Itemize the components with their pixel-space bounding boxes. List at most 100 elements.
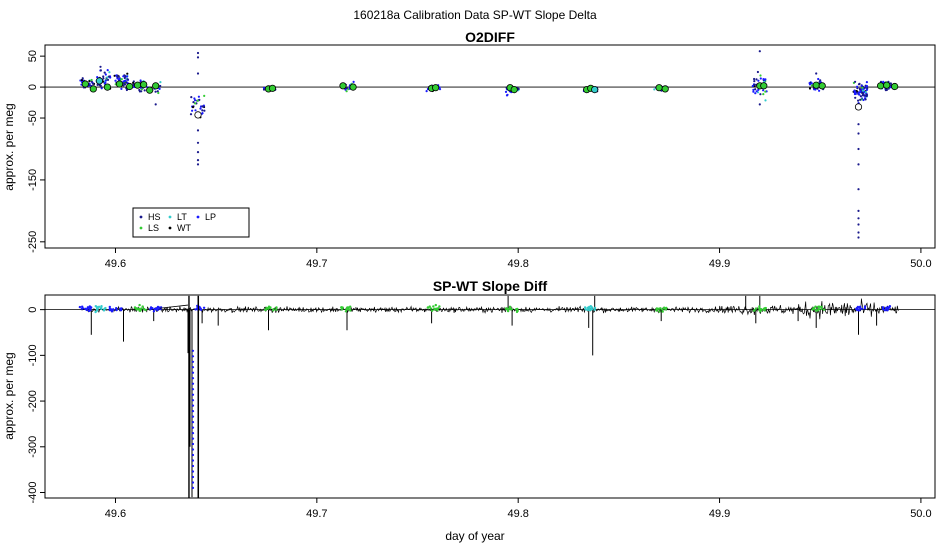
data-point bbox=[103, 71, 106, 74]
burst-point bbox=[104, 306, 107, 310]
burst-point bbox=[438, 305, 441, 308]
plot-frame-o2diff bbox=[44, 44, 936, 249]
data-point bbox=[194, 102, 197, 105]
burst-point bbox=[140, 307, 143, 310]
drop-point bbox=[191, 410, 195, 413]
outlier-point bbox=[758, 50, 761, 53]
data-point bbox=[100, 87, 103, 90]
data-point bbox=[857, 99, 860, 102]
outlier-point bbox=[196, 159, 200, 162]
burst-point bbox=[434, 303, 437, 307]
burst-point bbox=[108, 305, 112, 309]
burst-point bbox=[199, 307, 202, 311]
burst-point bbox=[100, 307, 103, 311]
data-point bbox=[123, 76, 126, 80]
data-point bbox=[764, 99, 767, 102]
burst-point bbox=[763, 307, 766, 310]
mean-marker bbox=[89, 85, 97, 93]
burst-point bbox=[883, 309, 887, 312]
burst-point bbox=[95, 307, 99, 311]
burst-point bbox=[97, 305, 101, 308]
burst-point bbox=[81, 305, 84, 308]
burst-point bbox=[586, 308, 589, 311]
data-point bbox=[754, 88, 757, 91]
burst-point bbox=[858, 309, 861, 312]
panel-title-o2diff: O2DIFF bbox=[465, 29, 515, 45]
burst-point bbox=[119, 308, 123, 311]
mean-marker bbox=[146, 86, 154, 94]
data-point bbox=[653, 88, 656, 91]
burst-point bbox=[272, 308, 275, 311]
burst-point bbox=[506, 308, 509, 311]
data-point bbox=[759, 93, 762, 96]
mean-marker bbox=[891, 82, 899, 91]
data-point bbox=[116, 76, 119, 79]
data-point bbox=[818, 89, 821, 92]
y-tick-label: 50 bbox=[27, 50, 39, 62]
data-point bbox=[753, 80, 756, 83]
burst-point bbox=[858, 306, 862, 310]
x-tick-label: 49.8 bbox=[507, 508, 528, 520]
mean-marker bbox=[854, 103, 863, 111]
data-point bbox=[865, 81, 869, 84]
drop-point bbox=[191, 360, 195, 363]
y-axis-o2diff: 50 0 -50 -150 -250 bbox=[27, 50, 45, 253]
data-point bbox=[126, 72, 129, 75]
data-point bbox=[854, 80, 857, 83]
data-point bbox=[345, 90, 348, 93]
data-point bbox=[80, 79, 83, 82]
data-point bbox=[752, 88, 755, 91]
burst-point bbox=[133, 306, 137, 309]
data-point bbox=[103, 82, 106, 85]
mean-marker bbox=[268, 84, 277, 92]
outlier-point bbox=[196, 141, 200, 144]
drop-point bbox=[191, 437, 195, 440]
x-tick-label: 49.6 bbox=[105, 508, 126, 520]
drop-point bbox=[191, 388, 195, 391]
data-point bbox=[120, 78, 123, 81]
legend-marker-hs bbox=[139, 215, 143, 219]
drop-point bbox=[191, 421, 195, 424]
data-point bbox=[113, 74, 116, 77]
data-point bbox=[755, 90, 758, 93]
data-point bbox=[756, 70, 760, 74]
burst-point bbox=[758, 307, 761, 310]
outlier-point bbox=[196, 151, 200, 154]
data-point bbox=[194, 109, 197, 112]
drop-point bbox=[191, 486, 195, 489]
data-point bbox=[102, 77, 105, 80]
data-point bbox=[808, 87, 812, 90]
data-point bbox=[118, 77, 121, 80]
burst-point bbox=[265, 306, 268, 310]
burst-point bbox=[590, 307, 593, 310]
drop-point bbox=[191, 459, 195, 462]
gap-line bbox=[159, 304, 189, 309]
data-point bbox=[107, 75, 111, 78]
data-point bbox=[755, 78, 758, 81]
data-point bbox=[854, 90, 857, 94]
drop-point bbox=[191, 453, 195, 457]
x-tick-label: 50.0 bbox=[910, 258, 931, 270]
data-point bbox=[814, 88, 817, 91]
burst-point bbox=[583, 306, 587, 309]
drop-point bbox=[191, 366, 195, 369]
data-point bbox=[96, 83, 99, 86]
data-point bbox=[884, 89, 888, 92]
mean-marker bbox=[876, 82, 885, 90]
mean-marker bbox=[431, 84, 440, 92]
data-point bbox=[854, 96, 857, 99]
plot-area-o2diff bbox=[45, 50, 935, 239]
data-point bbox=[154, 90, 157, 93]
data-point bbox=[104, 79, 107, 82]
data-point bbox=[858, 93, 861, 96]
mean-marker bbox=[140, 81, 148, 89]
data-point bbox=[194, 99, 197, 102]
data-point bbox=[438, 88, 442, 91]
data-point bbox=[192, 101, 195, 104]
data-point bbox=[857, 83, 861, 86]
legend-marker-lp bbox=[196, 215, 200, 219]
outlier-point bbox=[815, 72, 818, 75]
drop-point bbox=[191, 393, 195, 396]
data-point bbox=[425, 90, 428, 93]
